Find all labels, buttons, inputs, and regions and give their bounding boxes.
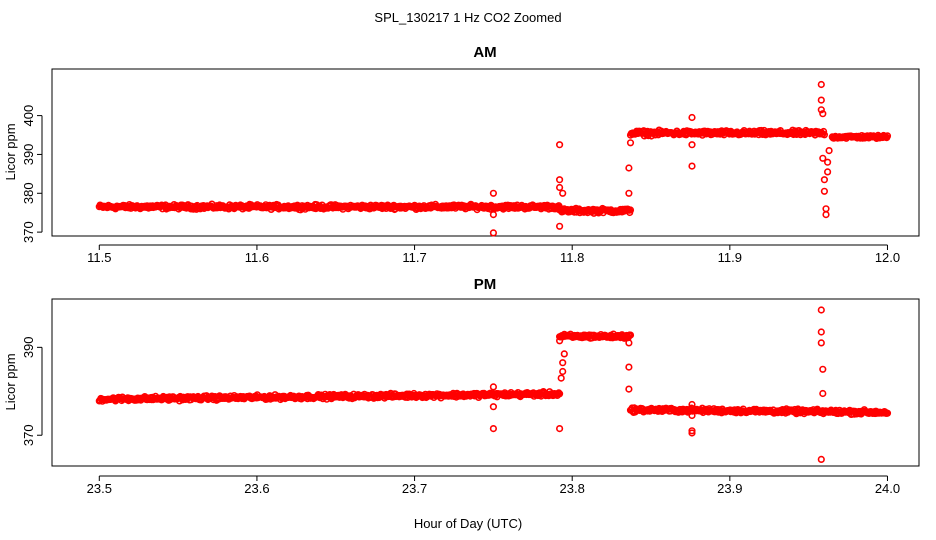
pm-data-point: [883, 409, 892, 417]
am-outlier-point: [825, 147, 833, 155]
am-panel: AM 11.5 11.6 11.7 11.8 11.9 12.0 370 380 390 400…: [3, 44, 920, 265]
am-data-point: [883, 132, 892, 140]
pm-panel: PM 23.5 23.6 23.7 23.8 23.9 24.0 370 390 Licor…: [3, 276, 920, 496]
am-x-tick-label: 11.5: [87, 250, 111, 265]
pm-outlier-point: [819, 365, 827, 373]
pm-outlier-point: [555, 425, 564, 433]
am-outlier-point: [625, 189, 633, 197]
pm-outlier-point: [560, 350, 568, 358]
am-outlier-point: [489, 189, 498, 197]
am-outlier-point: [489, 229, 498, 237]
pm-y-axis: 370 390: [21, 336, 43, 446]
pm-outlier-point: [625, 363, 633, 371]
pm-outlier-point: [555, 337, 564, 345]
am-outlier-point: [688, 113, 696, 122]
pm-x-axis: 23.5 23.6 23.7 23.8 23.9 24.0: [87, 475, 900, 496]
am-outlier-point: [817, 96, 825, 104]
am-outlier-point: [626, 139, 635, 147]
am-outlier-point: [688, 162, 696, 170]
am-data-point: [626, 206, 635, 214]
pm-y-axis-label: Licor ppm: [3, 353, 18, 410]
am-y-axis-label: Licor ppm: [3, 123, 18, 180]
am-panel-title: AM: [473, 44, 496, 61]
am-data-point: [819, 127, 828, 136]
pm-x-tick-label: 23.6: [244, 481, 269, 496]
pm-y-tick-label: 390: [21, 336, 36, 358]
am-x-axis: 11.5 11.6 11.7 11.8 11.9 12.0: [87, 244, 900, 265]
pm-data-point: [626, 331, 635, 339]
am-y-tick-label: 380: [21, 182, 36, 204]
pm-x-tick-label: 23.9: [717, 481, 742, 496]
pm-outlier-point: [688, 411, 696, 420]
am-outlier-point: [555, 222, 564, 230]
pm-x-tick-label: 23.5: [87, 481, 112, 496]
pm-plot-frame: [51, 298, 920, 467]
pm-outlier-point: [559, 367, 567, 376]
pm-outlier-point: [817, 306, 825, 314]
pm-x-tick-label: 24.0: [875, 481, 900, 496]
am-outlier-point: [555, 183, 564, 192]
pm-outlier-point: [625, 339, 633, 347]
am-outlier-point: [820, 187, 829, 195]
pm-outlier-point: [625, 385, 633, 393]
am-x-tick-label: 11.6: [245, 250, 269, 265]
am-outlier-point: [817, 80, 825, 89]
pm-outlier-point: [688, 400, 696, 409]
am-outlier-point: [559, 189, 567, 197]
am-outlier-point: [819, 110, 827, 118]
am-outlier-point: [823, 168, 832, 176]
am-outlier-point: [688, 141, 696, 149]
am-outlier-point: [555, 176, 564, 184]
pm-outlier-point: [489, 403, 498, 411]
pm-outlier-point: [559, 359, 567, 367]
pm-y-tick-label: 370: [21, 424, 36, 446]
am-outlier-point: [489, 211, 498, 219]
am-outlier-point: [819, 154, 827, 162]
am-outlier-point: [555, 141, 564, 149]
am-outlier-point: [822, 205, 830, 213]
am-y-tick-label: 400: [21, 105, 36, 127]
x-axis-label: Hour of Day (UTC): [414, 516, 522, 531]
pm-outlier-point: [817, 455, 825, 464]
am-x-tick-label: 11.7: [402, 250, 426, 265]
pm-outlier-point: [817, 339, 825, 347]
am-y-axis: 370 380 390 400: [21, 105, 43, 243]
pm-outlier-point: [489, 383, 498, 391]
am-plot-frame: [51, 68, 920, 237]
pm-panel-title: PM: [474, 276, 497, 293]
am-y-tick-label: 370: [21, 221, 36, 243]
pm-outlier-point: [817, 328, 825, 336]
pm-data-point: [555, 390, 564, 398]
am-outlier-point: [822, 211, 830, 219]
am-x-tick-label: 12.0: [875, 250, 900, 265]
am-data-points: [95, 80, 892, 237]
pm-outlier-point: [819, 389, 827, 398]
am-x-tick-label: 11.9: [718, 250, 742, 265]
am-y-tick-label: 390: [21, 144, 36, 166]
am-outlier-point: [817, 106, 825, 114]
pm-x-tick-label: 23.8: [560, 481, 585, 496]
pm-data-points: [95, 306, 892, 464]
figure-title: SPL_130217 1 Hz CO2 Zoomed: [374, 10, 561, 25]
am-outlier-point: [625, 164, 633, 172]
pm-x-tick-label: 23.7: [402, 481, 427, 496]
am-outlier-point: [820, 176, 829, 184]
pm-outlier-point: [557, 374, 565, 382]
am-x-tick-label: 11.8: [560, 250, 584, 265]
am-data-point: [820, 131, 829, 139]
pm-outlier-point: [688, 429, 696, 437]
pm-outlier-point: [489, 425, 498, 433]
am-outlier-point: [823, 158, 832, 166]
